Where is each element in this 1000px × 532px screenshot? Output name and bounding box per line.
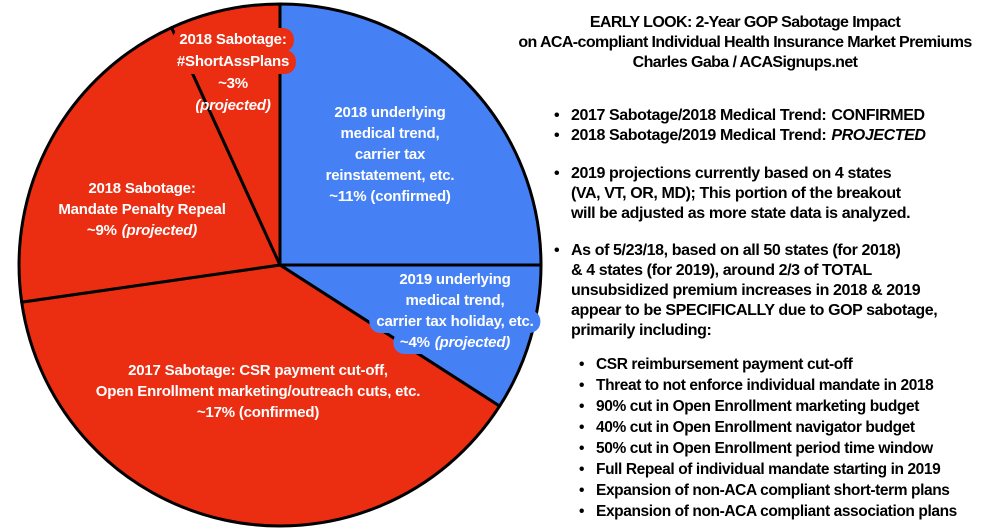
label-line: #ShortAssPlans bbox=[169, 50, 297, 74]
label-line: medical trend, bbox=[405, 292, 505, 309]
bullet-icon: • bbox=[579, 419, 585, 436]
item-text: Full Repeal of individual mandate starti… bbox=[596, 461, 941, 478]
list-item: • CSR reimbursement payment cut-off bbox=[579, 354, 957, 375]
label-line: reinstatement, etc. bbox=[325, 167, 455, 184]
label-line: Mandate Penalty Repeal bbox=[58, 201, 226, 218]
label-pill: #ShortAssPlans bbox=[169, 50, 297, 74]
bullet-icon: • bbox=[579, 503, 585, 520]
note-line: primarily including: bbox=[571, 322, 712, 339]
bullet-icon: • bbox=[579, 482, 585, 499]
title-line-1: EARLY LOOK: 2-Year GOP Sabotage Impact bbox=[589, 14, 901, 31]
item-text: Expansion of non-ACA compliant short-ter… bbox=[596, 482, 950, 499]
label-pct: ~17% (confirmed) bbox=[196, 404, 320, 421]
page-title: EARLY LOOK: 2-Year GOP Sabotage Impact o… bbox=[490, 13, 1000, 73]
label-pill: 2018 Sabotage: bbox=[172, 28, 294, 52]
slice-label-2018-medical-trend: 2018 underlying medical trend, carrier t… bbox=[326, 102, 455, 207]
list-item: • Full Repeal of individual mandate start… bbox=[579, 459, 957, 480]
title-line-2: on ACA-compliant Individual Health Insur… bbox=[518, 34, 972, 51]
item-text: Expansion of non-ACA compliant associati… bbox=[596, 503, 957, 520]
label-status: (projected) bbox=[195, 97, 271, 114]
text-panel: EARLY LOOK: 2-Year GOP Sabotage Impact o… bbox=[490, 0, 1000, 532]
slice-label-2018-shortassplans: 2018 Sabotage: #ShortAssPlans ~3% (proje… bbox=[169, 28, 297, 117]
slice-label-2019-medical-trend: 2019 underlying medical trend, carrier t… bbox=[369, 269, 541, 354]
note-as-of-date: • As of 5/23/18, based on all 50 states … bbox=[554, 241, 938, 341]
sabotage-items-list: • CSR reimbursement payment cut-off • Thre… bbox=[579, 354, 957, 522]
pct-value: ~9% bbox=[86, 222, 117, 239]
title-byline: Charles Gaba / ACASignups.net bbox=[632, 54, 858, 71]
label-line: 2017 Sabotage: CSR payment cut-off, bbox=[128, 362, 388, 379]
pie-slice bbox=[17, 26, 282, 304]
bullet-icon: • bbox=[554, 165, 560, 182]
bullet-icon: • bbox=[554, 107, 560, 124]
label-line: Open Enrollment marketing/outreach cuts,… bbox=[95, 383, 421, 400]
list-item: • Expansion of non-ACA compliant short-te… bbox=[579, 480, 957, 501]
trend-bullets: • 2017 Sabotage/2018 Medical Trend: CONFIR… bbox=[554, 106, 926, 146]
bullet-icon: • bbox=[554, 127, 560, 144]
slice-label-2017-sabotage: 2017 Sabotage: CSR payment cut-off, Open… bbox=[95, 360, 421, 423]
label-line: carrier tax holiday, etc. bbox=[369, 310, 541, 333]
bullet-row: • 2017 Sabotage/2018 Medical Trend: CONFIR… bbox=[554, 106, 926, 126]
label-pct: ~9% (projected) bbox=[58, 220, 225, 241]
bullet-icon: • bbox=[579, 356, 585, 373]
label-status: (projected) bbox=[121, 222, 198, 239]
label-line: 2018 Sabotage: bbox=[170, 28, 296, 52]
label-pill: ~4% (projected) bbox=[392, 331, 518, 354]
bullet-row: • 2019 projections currently based on 4 … bbox=[554, 164, 911, 224]
label-pill: carrier tax holiday, etc. bbox=[369, 310, 541, 333]
item-text: 50% cut in Open Enrollment period time w… bbox=[596, 440, 933, 457]
list-item: • 50% cut in Open Enrollment period time … bbox=[579, 438, 957, 459]
label-status: (projected) bbox=[434, 334, 511, 351]
label-pct: ~3% bbox=[218, 75, 248, 92]
bullet-icon: • bbox=[579, 398, 585, 415]
item-text: Threat to not enforce individual mandate… bbox=[596, 377, 934, 394]
bullet-row: • As of 5/23/18, based on all 50 states … bbox=[554, 241, 938, 341]
bullet-text: 2017 Sabotage/2018 Medical Trend: bbox=[571, 107, 827, 124]
item-text: CSR reimbursement payment cut-off bbox=[596, 356, 853, 373]
note-line: (VA, VT, OR, MD); This portion of the br… bbox=[571, 185, 901, 202]
label-pct: ~4% (projected) bbox=[369, 331, 540, 354]
bullet-icon: • bbox=[579, 440, 585, 457]
slice-label-2018-mandate-repeal: 2018 Sabotage: Mandate Penalty Repeal ~9… bbox=[58, 178, 226, 241]
status-projected: PROJECTED bbox=[831, 127, 926, 144]
status-confirmed: CONFIRMED bbox=[831, 107, 925, 124]
label-line: medical trend, bbox=[340, 125, 440, 142]
label-line: 2018 underlying bbox=[334, 104, 446, 121]
label-pct: ~11% (confirmed) bbox=[329, 188, 451, 205]
note-line: will be adjusted as more state data is a… bbox=[571, 205, 911, 222]
list-item: • Expansion of non-ACA compliant associat… bbox=[579, 501, 957, 522]
note-line: & 4 states (for 2019), around 2/3 of TOT… bbox=[571, 262, 872, 279]
bullet-icon: • bbox=[579, 461, 585, 478]
label-line: 2018 Sabotage: bbox=[88, 180, 196, 197]
note-line: unsubsidized premium increases in 2018 &… bbox=[571, 282, 921, 299]
pie-slice bbox=[278, 2, 543, 267]
label-line: 2019 underlying bbox=[399, 271, 511, 288]
bullet-icon: • bbox=[579, 377, 585, 394]
list-item: • 90% cut in Open Enrollment marketing bu… bbox=[579, 396, 957, 417]
pie-chart: 2018 Sabotage: #ShortAssPlans ~3% (proje… bbox=[17, 2, 543, 528]
note-2019-projections: • 2019 projections currently based on 4 … bbox=[554, 164, 911, 224]
item-text: 40% cut in Open Enrollment navigator bud… bbox=[596, 419, 915, 436]
label-line: carrier tax bbox=[354, 146, 426, 163]
pct-value: ~4% bbox=[399, 334, 430, 351]
note-line: 2019 projections currently based on 4 st… bbox=[571, 165, 892, 182]
list-item: • 40% cut in Open Enrollment navigator bu… bbox=[579, 417, 957, 438]
bullet-icon: • bbox=[554, 242, 560, 259]
item-text: 90% cut in Open Enrollment marketing bud… bbox=[596, 398, 919, 415]
note-line: As of 5/23/18, based on all 50 states (f… bbox=[571, 242, 901, 259]
bullet-text: 2018 Sabotage/2019 Medical Trend: bbox=[571, 127, 827, 144]
list-item: • Threat to not enforce individual mandat… bbox=[579, 375, 957, 396]
note-line: appear to be SPECIFICALLY due to GOP sab… bbox=[571, 302, 938, 319]
bullet-row: • 2018 Sabotage/2019 Medical Trend: PROJEC… bbox=[554, 126, 926, 146]
